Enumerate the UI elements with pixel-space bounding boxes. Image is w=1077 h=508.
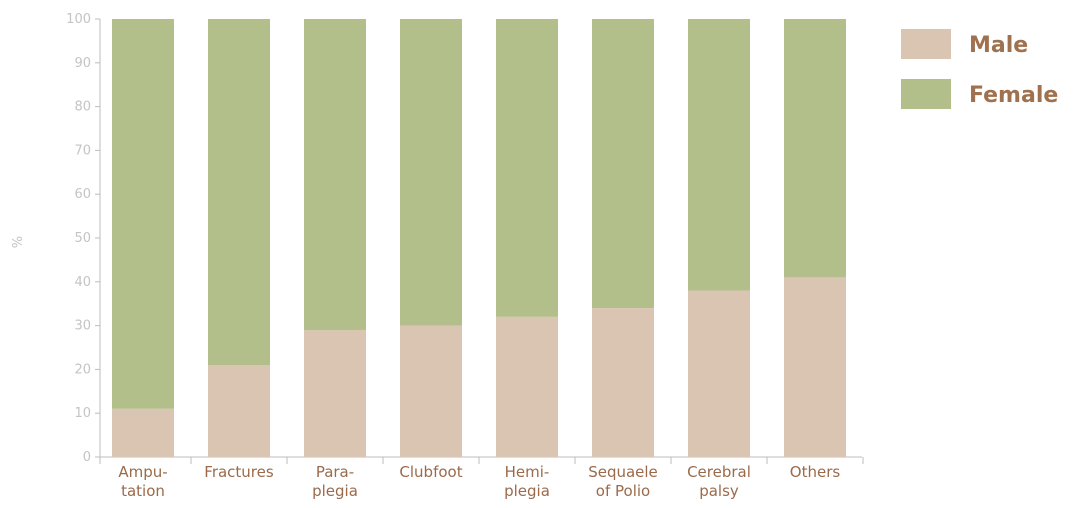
y-tick-label: 40 [74, 275, 91, 290]
bar-female [784, 19, 846, 278]
x-axis: Ampu-tation Fractures Para-plegia Clubfoot H… [99, 456, 864, 500]
legend-swatch-male [901, 29, 951, 59]
bar-male [304, 329, 366, 457]
y-tick-label: 90 [74, 56, 91, 71]
bar-female [304, 19, 366, 330]
y-axis-label: % [11, 236, 26, 248]
y-tick-label: 0 [83, 450, 91, 465]
y-tick-label: 30 [74, 319, 91, 334]
legend: Male Female [901, 29, 1058, 109]
x-tick-label: Para-plegia [312, 463, 358, 500]
y-tick-label: 60 [74, 187, 91, 202]
bar-male [208, 365, 270, 457]
x-tick-label: Cerebral palsy [687, 463, 751, 500]
bars [112, 19, 846, 457]
bar-female [112, 19, 174, 409]
x-tick-label: Others [790, 463, 841, 481]
x-tick-label: Clubfoot [399, 463, 462, 481]
legend-label-female: Female [969, 83, 1058, 108]
x-tick-label: Ampu-tation [118, 463, 167, 500]
bar-male [496, 316, 558, 457]
y-tick-label: 80 [74, 100, 91, 115]
bar-female [496, 19, 558, 317]
bar-female [688, 19, 750, 291]
y-tick-label: 100 [66, 12, 91, 27]
x-tick-label: Fractures [204, 463, 274, 481]
bar-female [208, 19, 270, 366]
bar-female [592, 19, 654, 309]
bar-female [400, 19, 462, 326]
legend-label-male: Male [969, 33, 1028, 58]
y-tick-label: 50 [74, 231, 91, 246]
x-tick-label: Sequaele of Polio [588, 463, 658, 500]
y-tick-label: 10 [74, 406, 91, 421]
bar-male [592, 308, 654, 457]
bar-male [688, 290, 750, 457]
bar-male [112, 408, 174, 457]
y-axis: 0 10 20 30 40 50 60 70 80 90 100 [66, 12, 101, 465]
bar-male [400, 325, 462, 457]
y-tick-label: 70 [74, 143, 91, 158]
bar-male [784, 277, 846, 457]
legend-swatch-female [901, 79, 951, 109]
x-tick-label: Hemi-plegia [504, 463, 550, 500]
y-tick-label: 20 [74, 362, 91, 377]
